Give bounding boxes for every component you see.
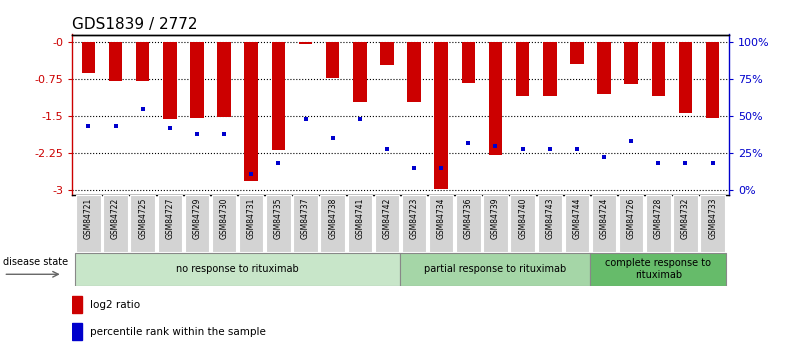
Bar [598,42,611,94]
Text: GSM84727: GSM84727 [165,198,175,239]
FancyBboxPatch shape [103,195,127,252]
Bar [543,42,557,96]
Bar [82,42,95,72]
Text: partial response to rituximab: partial response to rituximab [425,264,566,274]
FancyBboxPatch shape [212,195,236,252]
Bar [72,296,82,313]
Bar [326,42,340,78]
FancyBboxPatch shape [320,195,345,252]
FancyBboxPatch shape [510,195,535,252]
Text: GSM84742: GSM84742 [382,198,392,239]
Text: GSM84744: GSM84744 [573,198,582,239]
Bar [380,42,394,65]
Text: GSM84743: GSM84743 [545,198,554,239]
FancyBboxPatch shape [158,195,182,252]
Text: GDS1839 / 2772: GDS1839 / 2772 [72,17,198,32]
Text: percentile rank within the sample: percentile rank within the sample [90,327,266,336]
Bar [109,42,123,81]
Text: GSM84741: GSM84741 [356,198,364,239]
Bar [244,42,258,181]
Bar [706,42,719,118]
Text: GSM84732: GSM84732 [681,198,690,239]
Text: GSM84734: GSM84734 [437,198,445,239]
Bar [651,42,665,96]
FancyBboxPatch shape [429,195,453,252]
Text: GSM84724: GSM84724 [600,198,609,239]
Text: GSM84731: GSM84731 [247,198,256,239]
FancyBboxPatch shape [74,253,400,286]
Bar [272,42,285,150]
FancyBboxPatch shape [700,195,725,252]
Text: GSM84721: GSM84721 [84,198,93,239]
Text: GSM84722: GSM84722 [111,198,120,239]
Bar [190,42,203,118]
Bar [136,42,150,81]
Bar [678,42,692,114]
Bar [625,42,638,84]
Text: GSM84735: GSM84735 [274,198,283,239]
FancyBboxPatch shape [619,195,643,252]
Text: GSM84739: GSM84739 [491,198,500,239]
FancyBboxPatch shape [239,195,264,252]
Bar [353,42,367,102]
Text: GSM84728: GSM84728 [654,198,663,239]
FancyBboxPatch shape [674,195,698,252]
Text: disease state: disease state [3,257,69,266]
FancyBboxPatch shape [590,253,727,286]
FancyBboxPatch shape [293,195,318,252]
FancyBboxPatch shape [592,195,616,252]
FancyBboxPatch shape [537,195,562,252]
Bar [516,42,529,96]
FancyBboxPatch shape [266,195,291,252]
FancyBboxPatch shape [185,195,209,252]
Text: GSM84729: GSM84729 [192,198,201,239]
Text: GSM84733: GSM84733 [708,198,717,239]
FancyBboxPatch shape [375,195,399,252]
FancyBboxPatch shape [646,195,670,252]
Text: GSM84730: GSM84730 [219,198,228,239]
FancyBboxPatch shape [131,195,155,252]
Text: GSM84737: GSM84737 [301,198,310,239]
Text: GSM84723: GSM84723 [409,198,419,239]
Bar [434,42,448,189]
Bar [461,42,475,83]
Bar [299,42,312,44]
Text: GSM84736: GSM84736 [464,198,473,239]
Bar [72,323,82,340]
FancyBboxPatch shape [565,195,589,252]
Bar [570,42,584,64]
FancyBboxPatch shape [348,195,372,252]
FancyBboxPatch shape [400,253,590,286]
Text: no response to rituximab: no response to rituximab [176,264,299,274]
Bar [163,42,176,119]
Text: complete response to
rituximab: complete response to rituximab [606,258,711,280]
FancyBboxPatch shape [483,195,508,252]
Bar [407,42,421,102]
Text: GSM84738: GSM84738 [328,198,337,239]
Bar [489,42,502,156]
FancyBboxPatch shape [456,195,481,252]
FancyBboxPatch shape [76,195,101,252]
Text: GSM84740: GSM84740 [518,198,527,239]
Text: log2 ratio: log2 ratio [90,300,140,309]
Text: GSM84725: GSM84725 [138,198,147,239]
FancyBboxPatch shape [402,195,426,252]
Bar [217,42,231,117]
Text: GSM84726: GSM84726 [626,198,636,239]
